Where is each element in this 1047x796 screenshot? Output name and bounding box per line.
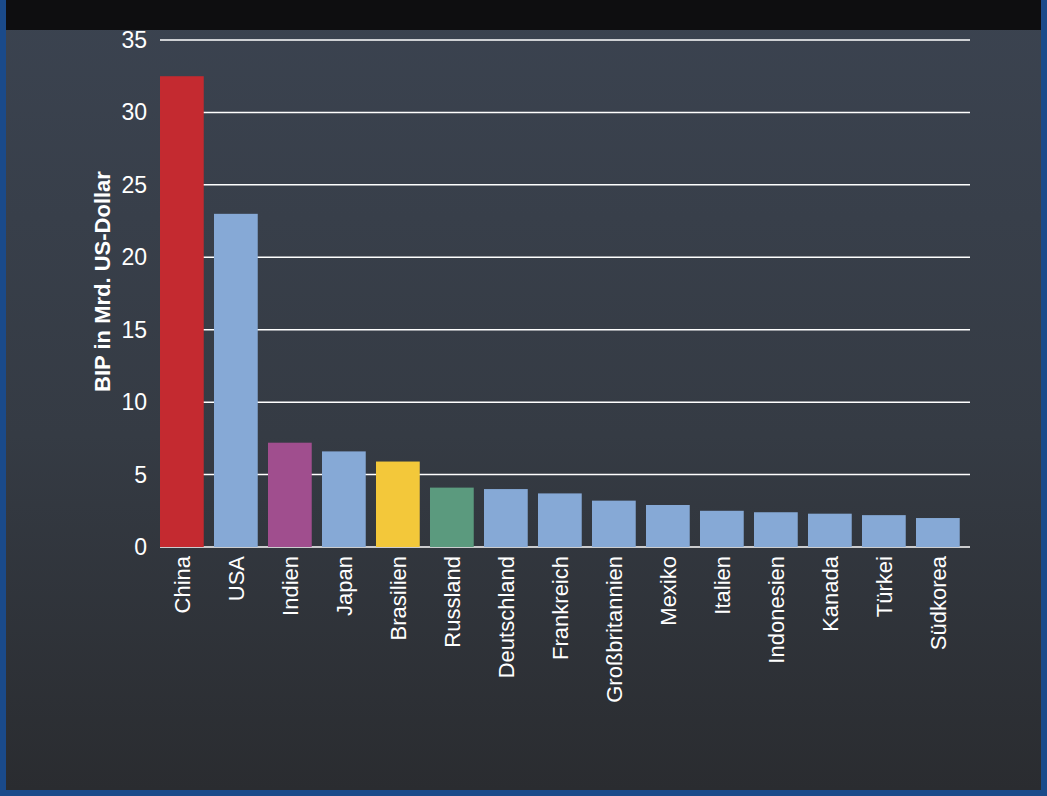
bar [754,512,798,547]
tick-label: 25 [121,172,147,198]
tick-label: 35 [121,27,147,53]
background [6,0,1041,790]
bar [862,515,906,547]
bar [808,514,852,547]
tick-label: 5 [134,462,147,488]
tick-label: 15 [121,317,147,343]
bar [268,443,312,547]
grid-line [160,329,970,331]
bar [916,518,960,547]
tick-label: 0 [134,534,147,560]
category-label: Deutschland [494,556,519,678]
frame [0,0,1047,796]
grid-line [160,112,970,114]
axis-label: BIP in Mrd. US-Dollar [90,171,115,392]
category-label: Italien [710,556,735,615]
category-label: Frankreich [548,556,573,660]
category-label: Japan [332,556,357,616]
bar [484,489,528,547]
bar [430,488,474,547]
tick-label: 10 [121,389,147,415]
category-label: Russland [440,556,465,648]
grid-line [160,401,970,403]
category-label: Indien [278,556,303,616]
bar [700,511,744,547]
category-label: Großbritannien [602,556,627,703]
grid-line [160,39,970,41]
grid-line [160,257,970,259]
tick-label: 20 [121,244,147,270]
category-label: China [170,555,195,613]
bar [322,451,366,547]
bar [214,214,258,547]
category-label: Mexiko [656,556,681,626]
tick-label: 30 [121,99,147,125]
category-label: Türkei [872,556,897,617]
grid-line [160,184,970,186]
bar [160,76,204,547]
bar [376,462,420,547]
top-strip [6,0,1041,30]
bars [160,76,960,547]
bar [538,493,582,547]
category-label: Kanada [818,555,843,632]
category-label: Südkorea [926,555,951,650]
bar [646,505,690,547]
bar [592,501,636,547]
category-label: USA [224,556,249,602]
category-label: Brasilien [386,556,411,640]
category-label: Indonesien [764,556,789,664]
